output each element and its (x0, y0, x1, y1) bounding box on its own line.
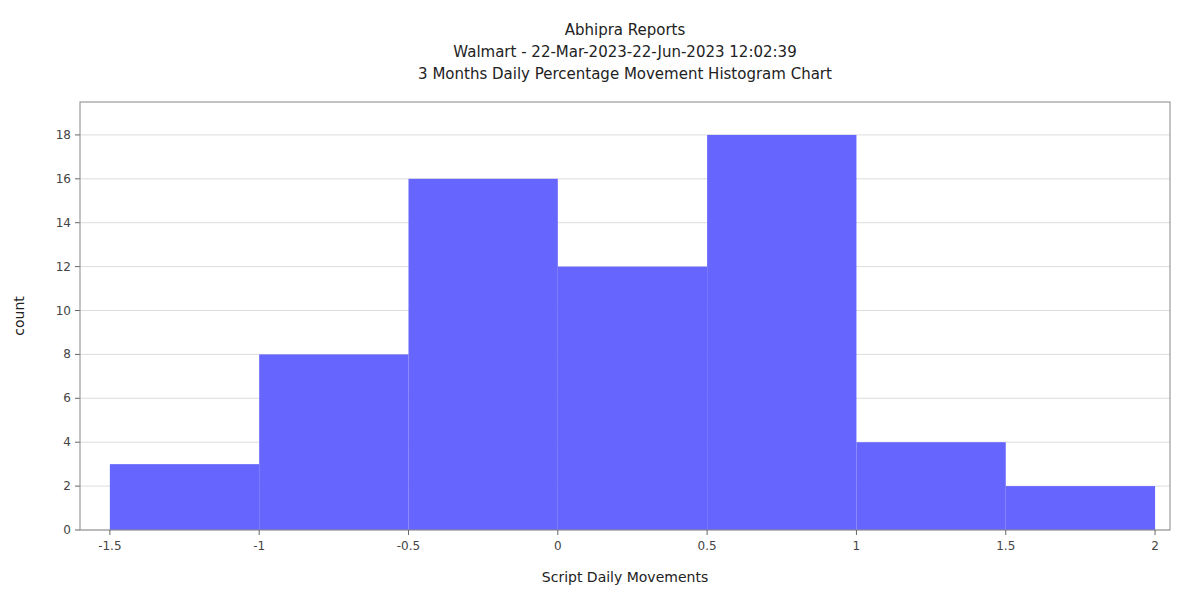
grid-line (80, 134, 1170, 135)
y-tick-label: 0 (63, 523, 71, 537)
x-tick (1005, 530, 1006, 535)
x-tick-label: 2 (1151, 539, 1159, 553)
y-tick-label: 12 (56, 260, 71, 274)
x-tick-label: -1.5 (98, 539, 121, 553)
x-tick (707, 530, 708, 535)
x-tick-label: 1.5 (996, 539, 1015, 553)
x-tick-label: -0.5 (397, 539, 420, 553)
plot-frame (80, 102, 1170, 530)
histogram-bar (707, 135, 856, 530)
grid-line (80, 222, 1170, 223)
y-tick-label: 8 (63, 347, 71, 361)
histogram-bar (110, 464, 259, 530)
y-tick-label: 4 (63, 435, 71, 449)
x-tick (856, 530, 857, 535)
histogram-bar (1006, 486, 1155, 530)
x-tick-label: 0 (554, 539, 562, 553)
x-tick (557, 530, 558, 535)
y-axis: 0 2 4 6 8 10 12 14 16 18 (56, 128, 80, 537)
title-line: Abhipra Reports (565, 21, 686, 39)
y-tick (75, 134, 80, 135)
histogram-bar (408, 179, 557, 530)
y-tick (75, 442, 80, 443)
y-tick (75, 398, 80, 399)
x-tick-label: 0.5 (698, 539, 717, 553)
x-tick (1155, 530, 1156, 535)
y-axis-label: count (11, 296, 27, 336)
x-tick (109, 530, 110, 535)
title-line: 3 Months Daily Percentage Movement Histo… (418, 65, 832, 83)
histogram-bar (259, 354, 408, 530)
y-tick (75, 354, 80, 355)
x-tick (408, 530, 409, 535)
grid-line (80, 178, 1170, 179)
chart-container: Abhipra Reports Walmart - 22-Mar-2023-22-… (0, 0, 1200, 600)
y-tick-label: 16 (56, 172, 71, 186)
bars (110, 135, 1155, 530)
y-tick-label: 6 (63, 391, 71, 405)
y-tick (75, 266, 80, 267)
y-tick (75, 178, 80, 179)
y-tick-label: 14 (56, 216, 71, 230)
y-tick (75, 486, 80, 487)
histogram-bar (856, 442, 1005, 530)
x-axis-label: Script Daily Movements (542, 569, 708, 585)
x-tick (259, 530, 260, 535)
x-tick-label: -1 (253, 539, 265, 553)
y-tick (75, 530, 80, 531)
y-tick-label: 10 (56, 304, 71, 318)
title: Abhipra Reports Walmart - 22-Mar-2023-22-… (418, 21, 832, 83)
y-tick (75, 222, 80, 223)
x-axis: -1.5 -1 -0.5 0 0.5 1 1.5 2 (98, 530, 1159, 553)
y-tick-label: 2 (63, 479, 71, 493)
grid (80, 135, 1170, 530)
histogram-bar (558, 267, 707, 530)
x-tick-label: 1 (853, 539, 861, 553)
chart: Abhipra Reports Walmart - 22-Mar-2023-22-… (0, 0, 1200, 600)
y-tick-label: 18 (56, 128, 71, 142)
y-tick (75, 310, 80, 311)
title-line: Walmart - 22-Mar-2023-22-Jun-2023 12:02:… (453, 43, 796, 61)
